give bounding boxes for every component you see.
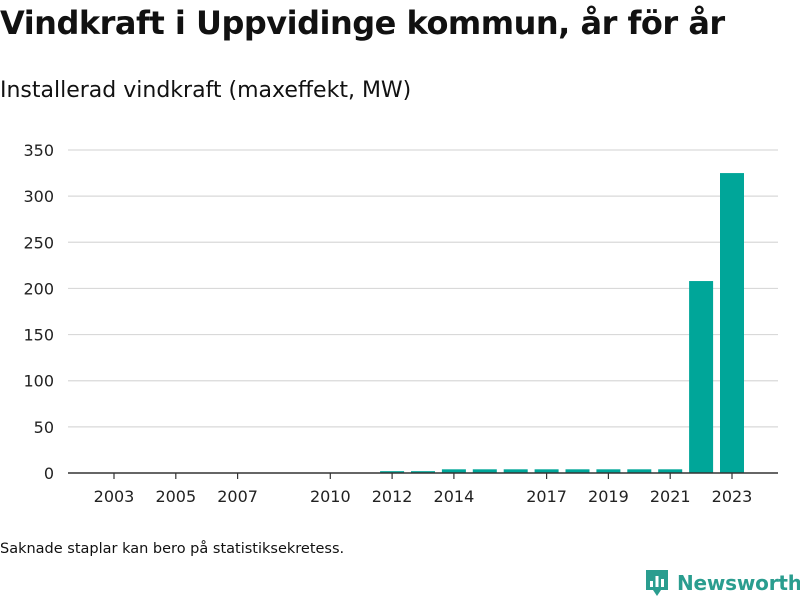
gridlines <box>68 149 778 428</box>
x-tick-label: 2005 <box>155 487 196 506</box>
bar-2014 <box>441 469 466 473</box>
y-tick-label: 100 <box>23 372 54 391</box>
y-tick-label: 150 <box>23 326 54 345</box>
brand-logo: Newsworthy <box>644 568 800 598</box>
x-tick-label: 2019 <box>588 487 629 506</box>
bar-2021 <box>658 469 683 473</box>
x-tick-label: 2014 <box>434 487 475 506</box>
x-tick-label: 2023 <box>712 487 753 506</box>
footnote: Saknade staplar kan bero på statistiksek… <box>0 541 345 557</box>
bar-2019 <box>596 469 621 473</box>
bar-chart: 0 50 100 150 200 250 300 350 2003 2005 2007 2010 201… <box>23 141 778 506</box>
y-tick-label: 50 <box>34 418 54 437</box>
x-tick-label: 2017 <box>526 487 567 506</box>
bar-2017 <box>534 469 559 473</box>
bar-2012 <box>380 471 405 473</box>
y-tick-label: 0 <box>44 464 54 483</box>
newsworthy-logo-icon <box>646 570 668 596</box>
y-tick-label: 250 <box>23 233 54 252</box>
brand-name: Newsworthy <box>677 571 800 595</box>
x-tick-label: 2012 <box>372 487 413 506</box>
bar-2020 <box>627 469 652 473</box>
bar-2018 <box>565 469 590 473</box>
y-tick-label: 300 <box>23 187 54 206</box>
bar-2023 <box>720 173 744 474</box>
x-tick-label: 2007 <box>217 487 258 506</box>
x-tick-label: 2010 <box>310 487 351 506</box>
y-tick-label: 200 <box>23 279 54 298</box>
bar-2015 <box>472 469 497 473</box>
chart-subtitle: Installerad vindkraft (maxeffekt, MW) <box>0 78 412 103</box>
axes: 0 50 100 150 200 250 300 350 2003 2005 2007 2010 201… <box>23 141 778 506</box>
y-tick-label: 350 <box>23 141 54 160</box>
chart-title: Vindkraft i Uppvidinge kommun, år för år <box>0 4 725 42</box>
x-tick-label: 2003 <box>94 487 135 506</box>
x-tick-label: 2021 <box>650 487 691 506</box>
bar-2013 <box>411 471 435 473</box>
bar-2022 <box>689 281 714 473</box>
bars <box>380 173 744 474</box>
bar-2016 <box>503 469 528 473</box>
